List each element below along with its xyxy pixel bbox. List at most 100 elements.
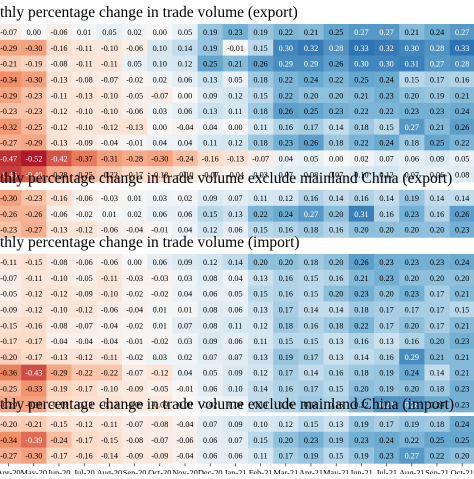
cell-value-label: 0.21 [430, 123, 444, 132]
cell-value-label: 0.12 [178, 60, 192, 69]
cell-value-label: 0.09 [203, 91, 217, 100]
cell-value-label: -0.09 [76, 139, 93, 148]
heatmap-cell [197, 134, 224, 151]
cell-value-label: 0.08 [203, 274, 217, 283]
heatmap-cell [122, 205, 148, 222]
heatmap-cell [0, 205, 22, 222]
cell-value-label: -0.22 [101, 369, 118, 378]
cell-value-label: 0.01 [102, 210, 116, 219]
heatmap-cell [323, 205, 350, 222]
x-tick-label: Apr-20 [0, 468, 21, 474]
cell-value-label: -0.17 [50, 452, 67, 461]
heatmap-cell [71, 166, 98, 183]
cell-value-label: -0.15 [101, 436, 118, 445]
cell-value-label: 0.05 [455, 155, 469, 164]
heatmap-cell [323, 39, 350, 56]
heatmap-cell [374, 87, 400, 104]
cell-value-label: 0.21 [228, 60, 242, 69]
cell-value-label: -0.12 [50, 290, 67, 299]
cell-value-label: 0.23 [354, 436, 368, 445]
cell-value-label: -0.02 [126, 353, 143, 362]
cell-value-label: 0.32 [379, 44, 393, 53]
cell-value-label: 0.06 [178, 76, 192, 85]
heatmap-cell [323, 190, 350, 207]
heatmap-cell [348, 166, 375, 183]
heatmap-cell [424, 396, 450, 413]
heatmap-cell [348, 269, 375, 286]
cell-value-label: 0.20 [455, 274, 469, 283]
heatmap-cell [374, 55, 400, 72]
heatmap-cell [71, 396, 98, 413]
panel-title: thly percentage change in trade volume e… [0, 170, 452, 187]
cell-value-label: 0.20 [279, 436, 293, 445]
heatmap-cell [21, 364, 47, 381]
heatmap-cell [424, 221, 450, 238]
cell-value-label: 0.18 [405, 139, 419, 148]
heatmap-cell [0, 285, 22, 302]
heatmap-cell [449, 134, 474, 151]
cell-value-label: -0.16 [202, 155, 219, 164]
heatmap-cell [122, 134, 148, 151]
cell-value-label: 0.16 [379, 353, 393, 362]
heatmap-cell [248, 87, 274, 104]
cell-value-label: 0.22 [354, 321, 368, 330]
heatmap-cell [71, 348, 98, 365]
heatmap-cell [449, 254, 474, 271]
heatmap-cell [449, 269, 474, 286]
cell-value-label: -0.28 [50, 170, 67, 179]
heatmap-cell [374, 301, 400, 318]
heatmap-cell [147, 364, 173, 381]
cell-value-label: -0.11 [101, 60, 118, 69]
cell-value-label: -0.29 [0, 91, 17, 100]
heatmap-cell [172, 71, 198, 88]
heatmap-cell [197, 269, 224, 286]
cell-value-label: -0.09 [151, 452, 168, 461]
heatmap-cell [71, 24, 98, 41]
cell-value-label: 0.22 [279, 76, 293, 85]
heatmap-cell [172, 134, 198, 151]
heatmap-cell [248, 348, 274, 365]
cell-value-label: 0.20 [405, 385, 419, 394]
x-tick-label: Aug-21 [399, 468, 425, 474]
heatmap-cell [197, 285, 224, 302]
heatmap-cell [0, 118, 22, 135]
heatmap-cell [374, 269, 400, 286]
heatmap-cell [399, 416, 425, 433]
heatmap-cell [298, 87, 324, 104]
heatmap-cell [222, 396, 249, 413]
cell-value-label: 0.20 [253, 258, 267, 267]
cell-value-label: 0.02 [178, 353, 192, 362]
heatmap-cell [21, 285, 47, 302]
cell-value-label: -0.01 [126, 139, 143, 148]
cell-value-label: 0.06 [203, 436, 217, 445]
heatmap-cell [298, 447, 324, 464]
cell-value-label: 0.22 [279, 91, 293, 100]
heatmap-cell [248, 39, 274, 56]
cell-value-label: -0.22 [76, 369, 93, 378]
heatmap-cell [71, 285, 98, 302]
cell-value-label: 0.17 [379, 306, 393, 315]
cell-value-label: 0.06 [203, 452, 217, 461]
heatmap-cell [374, 416, 400, 433]
cell-value-label: -0.03 [101, 194, 118, 203]
heatmap-cell [147, 447, 173, 464]
heatmap-cell [348, 254, 375, 271]
heatmap-cell [197, 333, 224, 350]
heatmap-cell [298, 348, 324, 365]
cell-value-label: -0.07 [126, 369, 143, 378]
heatmap-cell [222, 205, 249, 222]
cell-value-label: 0.18 [354, 306, 368, 315]
cell-value-label: 0.27 [430, 60, 444, 69]
cell-value-label: 0.11 [254, 194, 268, 203]
cell-value-label: 0.12 [253, 369, 267, 378]
heatmap-cell [273, 221, 299, 238]
cell-value-label: 0.17 [430, 290, 444, 299]
heatmap-cell [96, 380, 123, 397]
heatmap-cell [197, 118, 224, 135]
heatmap-cell [298, 166, 324, 183]
cell-value-label: 0.04 [228, 400, 242, 409]
cell-value-label: -0.02 [126, 321, 143, 330]
heatmap-cell [399, 396, 425, 413]
x-tick-label: Apr-21 [299, 468, 323, 474]
